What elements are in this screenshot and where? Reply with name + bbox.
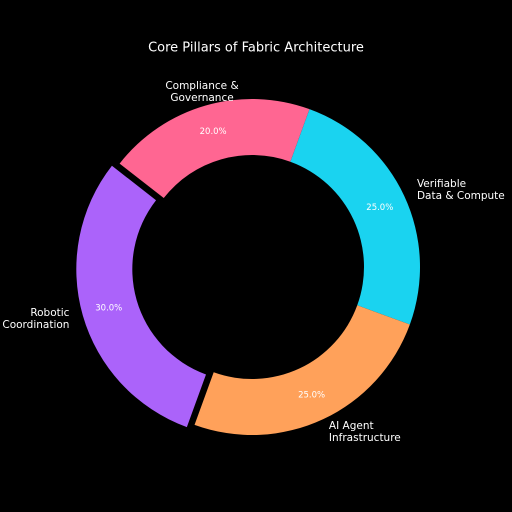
value-label: 20.0% xyxy=(200,127,227,137)
category-label: Compliance & Governance xyxy=(165,80,239,105)
value-label: 30.0% xyxy=(95,304,122,314)
donut-slice xyxy=(194,305,410,435)
value-label: 25.0% xyxy=(366,203,393,213)
category-label: AI Agent Infrastructure xyxy=(328,419,401,444)
category-label: Robotic Coordination xyxy=(2,307,70,332)
donut-slice xyxy=(290,109,420,325)
chart-title: Core Pillars of Fabric Architecture xyxy=(148,41,364,56)
value-label: 25.0% xyxy=(298,390,325,400)
category-label: Verifiable Data & Compute xyxy=(416,178,505,203)
donut-slice xyxy=(119,98,310,199)
donut-slice xyxy=(76,165,207,428)
